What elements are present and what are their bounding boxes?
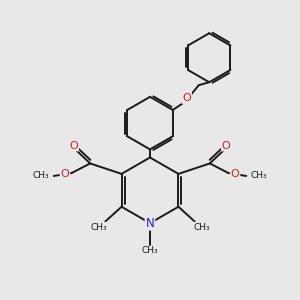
Text: CH₃: CH₃ — [251, 172, 267, 181]
Text: CH₃: CH₃ — [193, 223, 210, 232]
Text: O: O — [222, 140, 231, 151]
Text: O: O — [69, 140, 78, 151]
Text: N: N — [146, 217, 154, 230]
Text: CH₃: CH₃ — [33, 172, 49, 181]
Text: O: O — [61, 169, 69, 178]
Text: CH₃: CH₃ — [142, 246, 158, 255]
Text: CH₃: CH₃ — [90, 223, 107, 232]
Text: O: O — [231, 169, 239, 178]
Text: O: O — [182, 93, 191, 103]
